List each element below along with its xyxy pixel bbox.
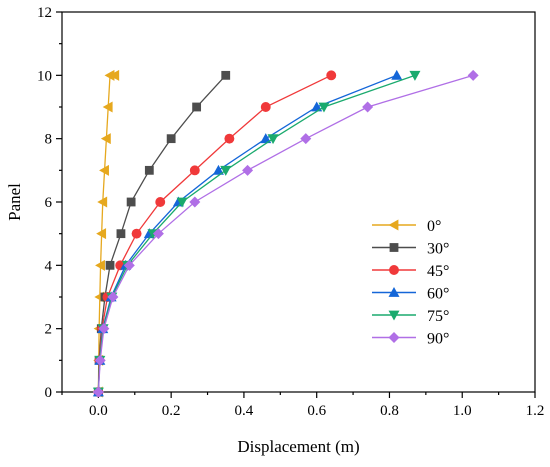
y-tick-label: 10 — [37, 68, 52, 84]
legend-entry: 30° — [372, 241, 449, 258]
legend-marker — [388, 287, 400, 297]
series-0 — [92, 69, 120, 398]
y-tick-label: 4 — [45, 258, 53, 274]
series-line — [97, 74, 416, 393]
data-point — [166, 134, 176, 144]
data-point — [94, 354, 106, 366]
data-point — [221, 70, 231, 80]
y-tick-label: 0 — [45, 385, 53, 401]
data-point — [391, 69, 403, 80]
data-point — [267, 134, 279, 145]
data-point — [224, 133, 235, 144]
legend-label: 45° — [427, 263, 449, 280]
data-point — [97, 196, 108, 208]
data-point — [105, 260, 115, 270]
data-point — [318, 102, 330, 113]
x-axis: 0.0 0.2 0.4 0.6 0.8 1.0 1.2 — [61, 392, 545, 419]
data-point — [126, 197, 136, 207]
data-point — [242, 164, 254, 176]
data-point — [260, 133, 272, 144]
y-axis: 0 2 4 6 8 10 12 — [37, 5, 62, 401]
series-line — [97, 74, 115, 393]
x-tick-label: 0.0 — [89, 403, 108, 419]
data-point — [467, 69, 479, 81]
data-point — [192, 102, 202, 112]
legend-entry: 75° — [372, 308, 449, 325]
data-point — [116, 229, 126, 239]
legend: 0° 30° 45° 60° 75° 90° — [372, 218, 449, 348]
data-point — [409, 70, 421, 81]
x-axis-title: Displacement (m) — [237, 437, 359, 456]
data-point — [100, 133, 111, 145]
series-4 — [92, 70, 421, 398]
data-point — [220, 165, 232, 176]
data-point — [92, 386, 104, 398]
data-point — [326, 70, 337, 81]
y-tick-label: 2 — [45, 322, 53, 338]
legend-marker — [389, 243, 399, 252]
data-point — [144, 165, 154, 175]
data-point — [311, 101, 323, 112]
legend-entry: 45° — [372, 263, 449, 280]
data-point — [109, 69, 120, 81]
x-tick-label: 1.0 — [453, 403, 472, 419]
y-tick-label: 8 — [45, 132, 53, 148]
data-point — [123, 259, 135, 271]
data-point — [300, 133, 312, 145]
data-point — [95, 259, 105, 271]
legend-label: 0° — [427, 218, 441, 235]
y-tick-label: 6 — [45, 195, 53, 211]
series-layer — [92, 69, 479, 398]
x-tick-label: 0.6 — [307, 403, 326, 419]
data-point — [107, 291, 119, 303]
legend-entry: 60° — [372, 286, 449, 303]
legend-label: 60° — [427, 286, 449, 303]
data-point — [176, 197, 188, 208]
data-point — [98, 323, 110, 335]
legend-marker — [388, 310, 400, 321]
legend-marker — [388, 219, 399, 231]
y-tick-label: 12 — [37, 5, 52, 21]
series-2 — [93, 70, 337, 397]
legend-label: 30° — [427, 241, 449, 258]
data-point — [152, 228, 164, 240]
series-5 — [92, 69, 479, 398]
data-point — [189, 165, 200, 176]
data-point — [99, 164, 109, 176]
x-tick-label: 1.2 — [526, 403, 545, 419]
data-point — [362, 101, 374, 113]
legend-marker — [389, 265, 399, 275]
data-point — [260, 102, 271, 112]
legend-marker — [388, 332, 400, 343]
legend-label: 75° — [427, 308, 449, 325]
legend-label: 90° — [427, 331, 449, 348]
x-tick-label: 0.8 — [380, 403, 399, 419]
x-tick-label: 0.4 — [235, 403, 254, 419]
legend-entry: 0° — [372, 218, 441, 235]
data-point — [96, 228, 107, 240]
data-point — [131, 228, 142, 239]
y-axis-title: Panel — [5, 183, 24, 221]
data-point — [189, 196, 201, 208]
legend-entry: 90° — [372, 331, 449, 348]
x-tick-label: 0.2 — [162, 403, 181, 419]
data-point — [155, 197, 166, 207]
data-point — [102, 101, 113, 113]
data-point — [212, 164, 224, 175]
